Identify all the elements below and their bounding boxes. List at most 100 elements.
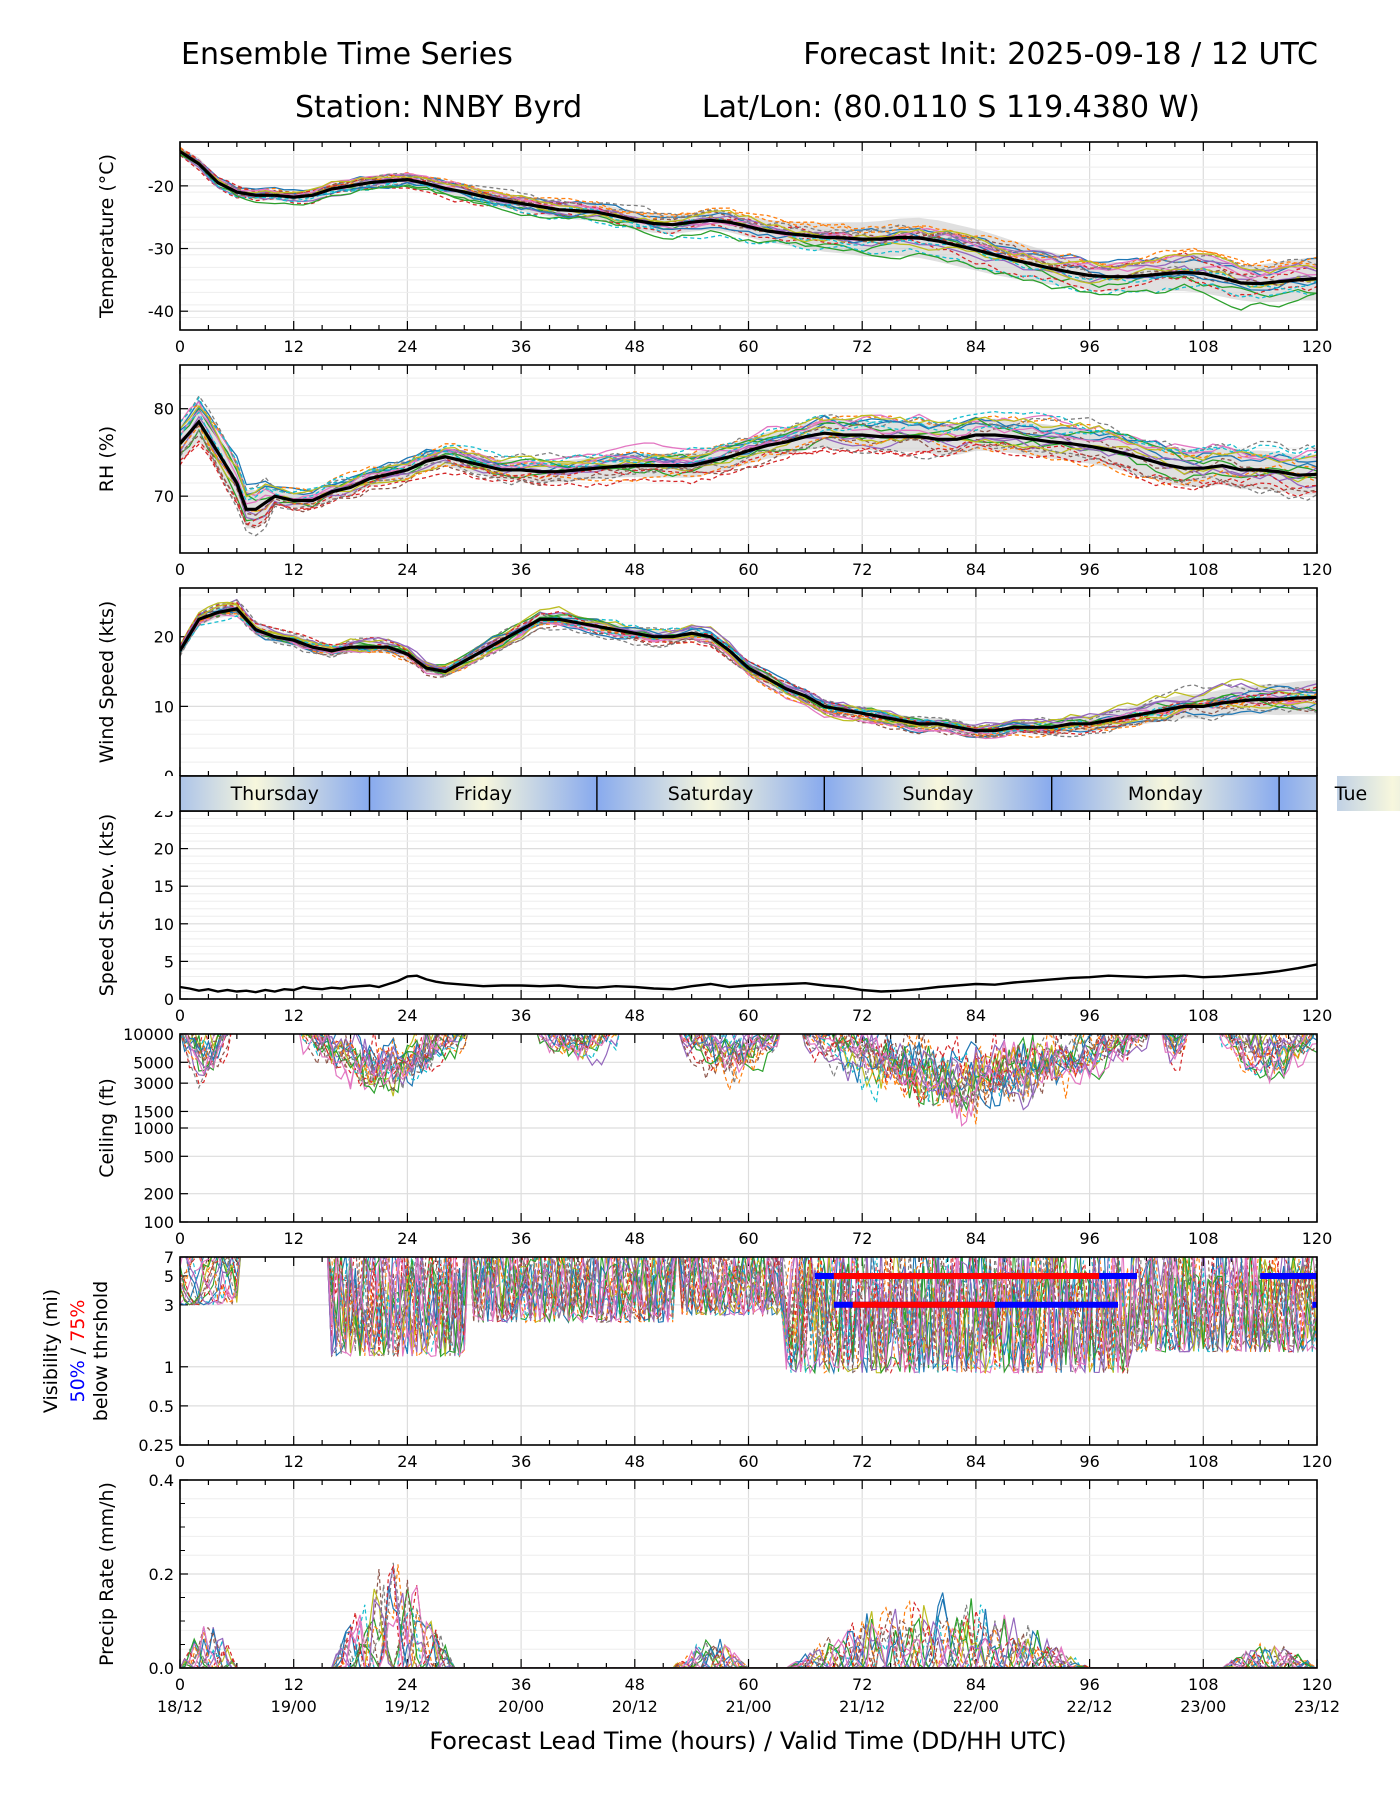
member-line-temperature (180, 148, 1317, 272)
member-line-rh (180, 434, 1317, 529)
xtick-label-rh: 0 (175, 560, 185, 579)
ytick-label-visibility: 5 (164, 1267, 174, 1286)
valid-time-label: 21/00 (725, 1697, 771, 1716)
label-75-percent: 75% (67, 1300, 89, 1342)
day-cell (369, 776, 597, 811)
ytick-label-ceiling: 200 (143, 1185, 174, 1204)
xtick-label-visibility: 108 (1188, 1452, 1219, 1471)
mean-line-rh (180, 419, 1317, 511)
valid-time-label: 20/12 (612, 1697, 658, 1716)
valid-time-label: 21/12 (839, 1697, 885, 1716)
panel-wind: 0102001224364860728496108120Wind Speed (… (96, 587, 1332, 802)
xtick-label-precip: 48 (625, 1675, 645, 1694)
xtick-label-visibility: 36 (511, 1452, 531, 1471)
xtick-label-temperature: 72 (852, 337, 872, 356)
ytick-label-speed_sd: 10 (154, 915, 174, 934)
x-axis-label: Forecast Lead Time (hours) / Valid Time … (429, 1727, 1066, 1755)
valid-time-label: 19/12 (384, 1697, 430, 1716)
member-line-rh (180, 411, 1317, 502)
ytick-label-precip: 0.0 (149, 1659, 174, 1678)
y-axis-label: RH (%) (96, 426, 118, 492)
ytick-label-visibility: 0.5 (149, 1397, 174, 1416)
y-axis-label: Precip Rate (mm/h) (96, 1482, 118, 1666)
plot-area-wind (180, 598, 1317, 740)
day-cell (1051, 776, 1280, 811)
xtick-label-ceiling: 12 (284, 1229, 304, 1248)
xtick-label-speed_sd: 72 (852, 1006, 872, 1025)
speed-sd-line (179, 963, 1318, 994)
member-line-wind (180, 615, 1317, 735)
ytick-label-ceiling: 1000 (133, 1119, 174, 1138)
y-axis-label-percent: 50% / 75% (67, 1300, 89, 1403)
xtick-label-ceiling: 0 (175, 1229, 185, 1248)
ytick-label-precip: 0.4 (149, 1471, 174, 1490)
panel-border (179, 141, 1318, 331)
xtick-label-temperature: 84 (966, 337, 986, 356)
day-label: Saturday (668, 783, 754, 805)
member-line-visibility (180, 1257, 1317, 1375)
y-axis-label-below: below thrshold (90, 1281, 112, 1421)
mean-line-temperature (180, 150, 1317, 286)
xtick-label-rh: 108 (1188, 560, 1219, 579)
member-line-visibility (191, 1257, 1317, 1374)
xtick-label-rh: 84 (966, 560, 986, 579)
xtick-label-speed_sd: 48 (625, 1006, 645, 1025)
xtick-label-speed_sd: 60 (738, 1006, 758, 1025)
title-station: Station: NNBY Byrd (295, 90, 582, 125)
member-line-temperature (180, 150, 1317, 277)
ytick-label-ceiling: 100 (143, 1213, 174, 1232)
xtick-label-precip: 36 (511, 1675, 531, 1694)
xtick-label-visibility: 84 (966, 1452, 986, 1471)
ytick-label-ceiling: 5000 (133, 1053, 174, 1072)
xtick-label-rh: 96 (1079, 560, 1099, 579)
xtick-label-ceiling: 108 (1188, 1229, 1219, 1248)
day-label: Monday (1128, 783, 1203, 805)
y-axis-label: Temperature (°C) (96, 154, 118, 319)
xtick-label-temperature: 0 (175, 337, 185, 356)
xtick-label-precip: 108 (1188, 1675, 1219, 1694)
member-line-temperature (180, 154, 1317, 298)
xtick-label-temperature: 48 (625, 337, 645, 356)
title-init: Forecast Init: 2025-09-18 / 12 UTC (803, 37, 1318, 72)
member-line-rh (180, 428, 1317, 537)
member-line-rh (180, 440, 1317, 526)
ytick-label-ceiling: 10000 (123, 1025, 174, 1044)
xtick-label-precip: 96 (1079, 1675, 1099, 1694)
mean-line-wind (180, 607, 1317, 733)
xtick-label-visibility: 60 (738, 1452, 758, 1471)
y-axis-label: Wind Speed (kts) (96, 601, 118, 764)
xtick-label-ceiling: 36 (511, 1229, 531, 1248)
plot-area-precip (180, 1562, 1317, 1668)
xtick-label-precip: 84 (966, 1675, 986, 1694)
ytick-label-speed_sd: 0 (164, 990, 174, 1009)
ytick-label-ceiling: 500 (143, 1147, 174, 1166)
day-mask-right (1317, 776, 1337, 811)
valid-time-label: 20/00 (498, 1697, 544, 1716)
xtick-label-ceiling: 60 (738, 1229, 758, 1248)
member-line-wind (180, 609, 1317, 739)
day-label: Sunday (902, 783, 973, 805)
xtick-label-temperature: 96 (1079, 337, 1099, 356)
plot-area-temperature (180, 146, 1317, 311)
panel-border (179, 364, 1318, 554)
ytick-label-wind: 20 (154, 628, 174, 647)
xtick-label-rh: 12 (284, 560, 304, 579)
member-line-precip (180, 1588, 1317, 1668)
xtick-label-speed_sd: 108 (1188, 1006, 1219, 1025)
xtick-label-speed_sd: 0 (175, 1006, 185, 1025)
member-line-visibility (180, 1257, 1317, 1375)
xtick-label-speed_sd: 24 (397, 1006, 417, 1025)
ytick-label-ceiling: 1500 (133, 1102, 174, 1121)
member-line-precip (180, 1604, 1317, 1668)
panel-rh: 70 80 0 12 24 36 48 60 72 84 96 108 120 RH (%) (96, 364, 1332, 579)
member-line-ceiling (181, 1034, 1315, 1110)
y-axis-label: Speed St.Dev. (kts) (96, 814, 118, 997)
xtick-label-precip: 12 (284, 1675, 304, 1694)
panel-visibility: 0.25 0.5 1 3 57 0 12 24 36 48 60 72 84 96 108 120 Visibi… (40, 1248, 1332, 1471)
day-mask-left (140, 776, 180, 811)
day-label: Friday (454, 783, 512, 805)
xtick-label-rh: 24 (397, 560, 417, 579)
xtick-label-visibility: 0 (175, 1452, 185, 1471)
